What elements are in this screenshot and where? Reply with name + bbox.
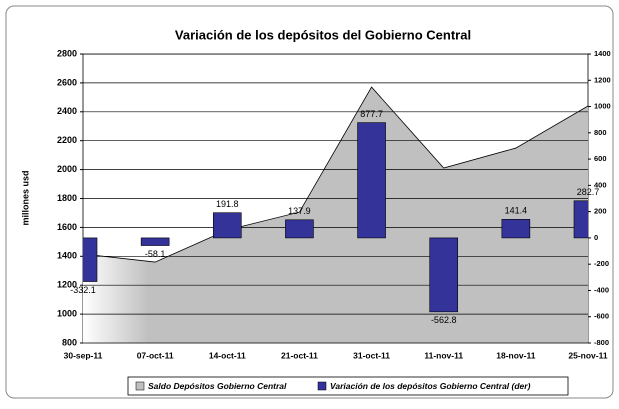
y-axis-label: millones usd [20,170,30,225]
y2-tick-label: 1400 [594,49,611,58]
bar [140,237,170,246]
x-tick-label: 25-nov-11 [568,350,607,360]
data-label: 282.7 [577,187,600,197]
area-line [83,86,588,263]
bar [285,219,314,239]
bar [83,237,98,282]
y-tick-label: 1400 [57,251,77,261]
bar [212,212,242,239]
data-label: -562.8 [431,315,457,325]
legend-swatch [135,381,145,391]
data-label: -58.1 [145,249,166,259]
data-label: -332.1 [70,285,96,295]
y-tick-label: 2400 [57,106,77,116]
y2-tick-label: 400 [594,180,607,189]
x-tick-label: 30-sep-11 [64,350,103,360]
legend-box [127,376,569,396]
y2-tick-label: 0 [594,233,598,242]
plot [83,54,588,343]
y-tick-label: 1600 [57,222,77,232]
y-tick-label: 2800 [57,48,77,58]
x-tick-label: 31-oct-11 [353,350,390,360]
y-tick-label: 2000 [57,164,77,174]
data-label: 141.4 [505,206,528,216]
y-tick-label: 1800 [57,193,77,203]
y2-tick-label: 800 [594,128,607,137]
y2-tick-label: -800 [594,338,609,347]
bar [429,237,459,313]
data-label: 191.8 [216,199,239,209]
data-label: 877.7 [360,109,383,119]
y2-tick-label: 200 [594,207,607,216]
x-tick-label: 18-nov-11 [496,350,535,360]
x-tick-label: 07-oct-11 [137,350,174,360]
bar [573,200,588,239]
area [83,87,588,343]
y-tick-label: 1000 [57,308,77,318]
x-tick-label: 14-oct-11 [209,350,246,360]
legend-swatch [317,381,327,391]
y-tick-label: 2600 [57,77,77,87]
data-label: 137.9 [288,206,311,216]
y2-tick-label: -200 [594,259,609,268]
x-tick-label: 11-nov-11 [424,350,463,360]
y2-tick-label: 1200 [594,75,611,84]
legend-label: Variación de los depósitos Gobierno Cent… [330,381,531,391]
y2-tick-label: 600 [594,154,607,163]
bar [501,219,531,239]
chart-title: Variación de los depósitos del Gobierno … [175,27,471,42]
x-tick-label: 21-oct-11 [281,350,318,360]
y2-tick-label: -600 [594,312,609,321]
y-tick-label: 1200 [57,280,77,290]
y2-tick-label: 1000 [594,102,611,111]
legend-label: Saldo Depósitos Gobierno Central [148,381,287,391]
bar [357,122,386,239]
y-tick-label: 800 [62,337,77,347]
y-tick-label: 2200 [57,135,77,145]
y2-tick-label: -400 [594,285,609,294]
